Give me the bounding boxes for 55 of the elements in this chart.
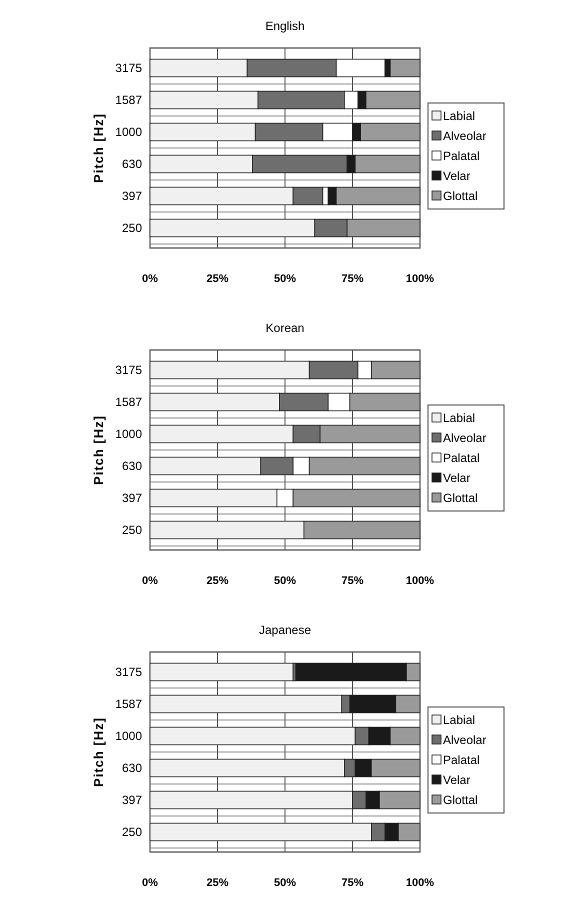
x-tick-label: 75% — [341, 575, 364, 587]
y-tick-label: 630 — [122, 761, 142, 776]
bar — [150, 662, 294, 682]
x-tick-label: 100% — [406, 575, 434, 587]
x-tick-label: 75% — [341, 877, 364, 889]
y-tick-label: 3175 — [115, 61, 142, 76]
legend-label: Velar — [443, 169, 470, 184]
legend-label: Labial — [443, 713, 476, 728]
y-tick-label: 3175 — [115, 665, 142, 680]
legend-label: Glottal — [443, 189, 478, 204]
y-tick-label: 397 — [122, 793, 142, 808]
legend-label: Labial — [443, 109, 476, 124]
x-tick-label: 0% — [142, 575, 158, 587]
legend-label: Glottal — [443, 793, 478, 808]
legend-label: Velar — [443, 471, 470, 486]
x-tick-label: 100% — [406, 273, 434, 285]
y-tick-label: 250 — [122, 825, 142, 840]
x-tick-label: 100% — [406, 877, 434, 889]
y-tick-label: 250 — [122, 523, 142, 538]
legend-label: Glottal — [443, 491, 478, 506]
legend-label: Velar — [443, 773, 470, 788]
x-tick-label: 25% — [206, 877, 229, 889]
legend-label: Palatal — [443, 753, 480, 768]
y-tick-label: 397 — [122, 189, 142, 204]
x-tick-label: 75% — [341, 273, 364, 285]
y-axis-title: Pitch [Hz] — [91, 415, 106, 485]
y-axis-title: Pitch [Hz] — [91, 113, 106, 183]
y-tick-label: 397 — [122, 491, 142, 506]
chart-title: Korean — [266, 321, 304, 335]
y-tick-label: 1000 — [115, 125, 142, 140]
y-tick-label: 1587 — [115, 697, 142, 712]
legend-label: Alveolar — [443, 733, 486, 748]
x-tick-label: 0% — [142, 877, 158, 889]
x-tick-label: 50% — [274, 877, 296, 889]
x-tick-label: 50% — [274, 575, 296, 587]
legend-label: Alveolar — [443, 129, 486, 144]
x-tick-label: 25% — [206, 273, 229, 285]
y-tick-label: 1000 — [115, 729, 142, 744]
y-tick-label: 630 — [122, 459, 142, 474]
y-tick-label: 1587 — [115, 93, 142, 108]
x-tick-label: 0% — [142, 273, 158, 285]
y-axis-title: Pitch [Hz] — [91, 717, 106, 787]
chart-title: English — [265, 19, 305, 33]
legend-label: Labial — [443, 411, 476, 426]
x-tick-label: 50% — [274, 273, 296, 285]
legend-label: Alveolar — [443, 431, 486, 446]
y-tick-label: 250 — [122, 221, 142, 236]
legend-label: Palatal — [443, 149, 480, 164]
y-tick-label: 1000 — [115, 427, 142, 442]
chart-title: Japanese — [258, 623, 312, 637]
y-tick-label: 3175 — [115, 363, 142, 378]
x-tick-label: 25% — [206, 575, 229, 587]
y-tick-label: 630 — [122, 157, 142, 172]
legend-label: Palatal — [443, 451, 480, 466]
y-tick-label: 1587 — [115, 395, 142, 410]
